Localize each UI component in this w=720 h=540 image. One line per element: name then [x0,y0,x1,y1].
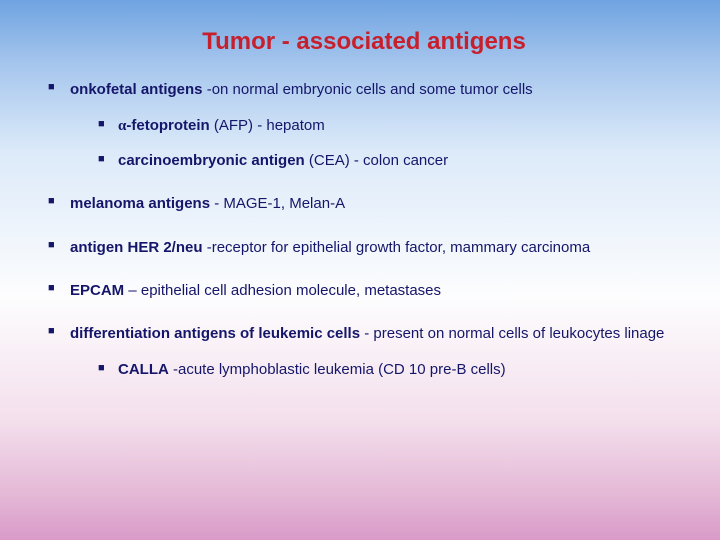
list-item: onkofetal antigens -on normal embryonic … [48,78,680,172]
sub-list: α-fetoprotein (AFP) - hepatom carcinoemb… [70,115,680,172]
list-item: antigen HER 2/neu -receptor for epitheli… [48,236,680,259]
item-text: – epithelial cell adhesion molecule, met… [124,282,441,299]
item-bold: onkofetal antigens [70,81,203,98]
item-bold: carcinoembryonic antigen [118,152,305,169]
list-item: EPCAM – epithelial cell adhesion molecul… [48,279,680,302]
item-bold: differentiation antigens of leukemic cel… [70,325,360,342]
item-bold: CALLA [118,361,169,378]
item-text: -receptor for epithelial growth factor, … [203,239,591,256]
item-bold: antigen HER 2/neu [70,239,203,256]
list-item: α-fetoprotein (AFP) - hepatom [98,115,680,138]
item-text: (CEA) - colon cancer [305,152,448,169]
list-item: differentiation antigens of leukemic cel… [48,322,680,382]
item-bold: EPCAM [70,282,124,299]
item-bold: melanoma antigens [70,195,210,212]
list-item: carcinoembryonic antigen (CEA) - colon c… [98,150,680,173]
item-text: - present on normal cells of leukocytes … [360,325,664,342]
list-item: CALLA -acute lymphoblastic leukemia (CD … [98,359,680,382]
slide: Tumor - associated antigens onkofetal an… [0,0,720,540]
item-text: (AFP) - hepatom [210,117,325,134]
list-item: melanoma antigens - MAGE-1, Melan-A [48,192,680,215]
item-text: -on normal embryonic cells and some tumo… [203,81,533,98]
item-text: - MAGE-1, Melan-A [210,195,345,212]
item-text: -acute lymphoblastic leukemia (CD 10 pre… [169,361,506,378]
sub-list: CALLA -acute lymphoblastic leukemia (CD … [70,359,680,382]
item-bold: -fetoprotein [126,117,209,134]
bullet-list: onkofetal antigens -on normal embryonic … [48,78,680,382]
slide-title: Tumor - associated antigens [48,28,680,56]
